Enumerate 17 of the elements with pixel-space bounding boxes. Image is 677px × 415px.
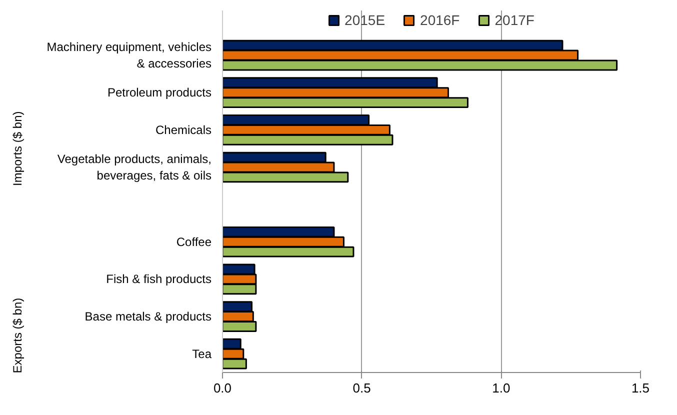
text: Imports ($ bn): [10, 111, 24, 186]
y-tick-label: Coffee: [176, 234, 212, 249]
x-tick-label: 0.0: [213, 380, 232, 396]
y-tick-label: Vegetable products, animals, beverages, fats & oils: [57, 152, 212, 183]
y-tick-label: Chemicals: [155, 122, 212, 137]
text: Exports ($ bn): [10, 298, 24, 374]
y-tick-label: Petroleum products: [107, 86, 212, 100]
y-tick-label: Base metals & products: [84, 310, 212, 324]
legend-label: 2017F: [494, 12, 534, 28]
y-tick-label: Tea: [192, 346, 212, 361]
legend-label: 2016F: [420, 12, 460, 28]
y-tick-label: Machinery equipment, vehicles & accessories: [46, 40, 212, 71]
x-tick-label: 0.5: [352, 380, 371, 396]
y-tick-label: Fish & fish products: [106, 272, 212, 286]
legend-label: 2015E: [344, 12, 386, 28]
x-tick-label: 1.0: [492, 380, 510, 396]
x-tick-label: 1.5: [631, 380, 650, 396]
